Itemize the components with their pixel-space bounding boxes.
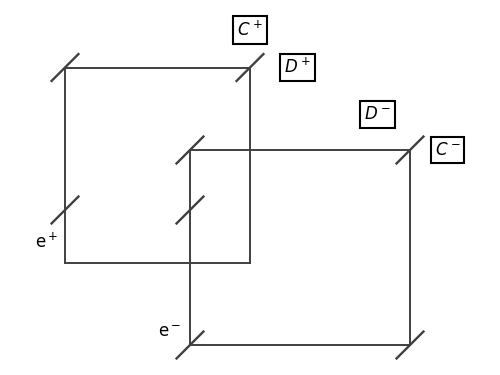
Text: $D^+$: $D^+$ — [284, 58, 311, 77]
Text: $D^-$: $D^-$ — [364, 105, 391, 123]
Text: e$^-$: e$^-$ — [158, 323, 180, 341]
Text: e$^+$: e$^+$ — [35, 232, 58, 252]
Text: $C^+$: $C^+$ — [237, 20, 263, 40]
Text: $C^-$: $C^-$ — [434, 141, 460, 159]
